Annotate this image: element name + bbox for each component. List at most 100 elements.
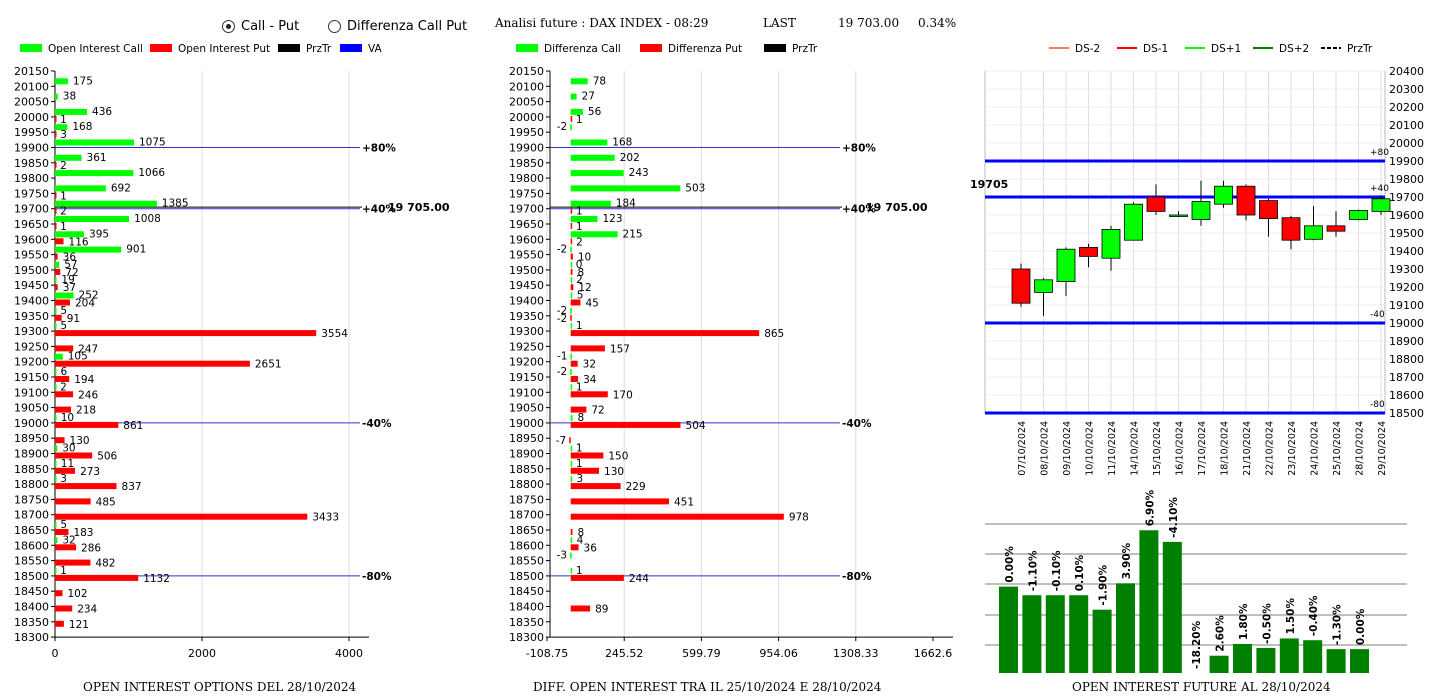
call-bar [570,246,572,253]
y-tick-label: 18800 [1389,353,1424,366]
legend-label: DS-2 [1075,43,1100,55]
page-title: Analisi future : DAX INDEX - 08:29 [495,16,709,30]
put-bar [570,574,624,581]
call-bar [55,476,57,483]
strike-tick-label: 20100 [509,80,544,93]
call-bar [55,231,85,238]
legend-swatch [278,44,300,52]
call-value-label: 10 [61,412,74,424]
open-interest-options-chart: Open Interest Call Open Interest Put PrzTr… [14,43,450,660]
level-label: +80% [362,143,396,155]
future-bar [1162,541,1182,673]
put-bar [55,421,119,428]
call-bar [570,277,573,284]
date-tick-label: 17/10/2024 [1197,421,1208,476]
future-bar [999,586,1018,673]
candle-body [1236,185,1256,216]
call-value-label: 11 [61,458,74,470]
call-value-label: 1008 [134,213,161,225]
call-value-label: 168 [612,137,632,149]
future-bar [1326,649,1346,673]
strike-tick-label: 18850 [14,463,49,476]
put-bar [570,223,573,229]
put-bar [570,544,579,551]
strike-tick-label: 18500 [509,570,544,583]
plot-frame [984,70,1386,414]
put-bar [55,620,64,627]
x-tick-label: 599.79 [682,647,721,660]
legend-swatch [20,44,42,52]
put-value-label: 194 [74,374,94,386]
put-bar [570,330,760,337]
call-value-label: 436 [92,106,112,118]
put-value-label: 3554 [321,328,348,340]
call-value-label: 243 [629,167,649,179]
put-value-label: 1 [60,190,67,202]
future-bar-label: -0.10% [1051,550,1063,591]
put-bar [570,345,605,352]
call-value-label: 1075 [139,137,166,149]
call-bar [55,261,60,268]
strike-tick-label: 20050 [14,96,49,109]
radio-differenza[interactable]: Differenza Call Put [328,19,467,34]
date-tick-label: 28/10/2024 [1355,421,1366,476]
future-bar-label: -4.10% [1168,497,1180,538]
strike-tick-label: 18750 [509,493,544,506]
level-label: -40% [362,418,392,430]
call-value-label: 361 [87,152,107,164]
future-bar-label: 0.10% [1074,554,1086,591]
radio-call-put[interactable]: Call - Put [222,19,299,34]
put-bar [55,268,61,275]
call-value-label: 5 [60,305,67,317]
strike-tick-label: 18750 [14,493,49,506]
date-tick-label: 10/10/2024 [1085,421,1096,476]
level-label: +40 [1370,184,1389,194]
strike-tick-label: 18600 [509,539,544,552]
strike-tick-label: 18350 [14,616,49,629]
legend-label: Open Interest Call [48,43,143,55]
put-value-label: 10 [578,252,591,264]
call-bar [570,414,573,421]
put-bar [55,529,69,535]
put-bar [55,115,57,122]
call-bar [55,323,57,330]
put-value-label: 34 [583,374,597,386]
future-bar [1279,638,1299,673]
call-bar [570,200,611,207]
y-tick-label: 19300 [1389,263,1424,276]
strike-tick-label: 19350 [14,310,49,323]
y-tick-label: 19100 [1389,299,1424,312]
put-value-label: 45 [586,298,599,310]
call-value-label: 8 [577,412,584,424]
call-bar [570,93,577,100]
put-value-label: 121 [69,619,89,631]
y-tick-label: 20200 [1389,101,1424,114]
put-bar [55,253,58,260]
call-bar [570,307,572,314]
call-value-label: 32 [62,534,75,546]
open-interest-future-chart: 0.00% -1.10% -0.10% 0.10% -1.90% 3.90% 6.90% -4… [985,489,1407,673]
put-value-label: 865 [764,328,784,340]
call-value-label: 1 [576,565,583,577]
strike-tick-label: 18550 [509,555,544,568]
call-value-label: 4 [577,534,584,546]
last-value: 19 703.00 [838,16,900,30]
strike-tick-label: 18300 [14,631,49,644]
put-value-label: 130 [604,466,624,478]
put-bar [55,605,73,612]
put-bar [570,452,604,459]
call-bar [570,445,573,452]
legend-label: PrzTr [1347,43,1373,55]
y-tick-label: 19200 [1389,281,1424,294]
strike-tick-label: 19700 [509,203,544,216]
call-value-label: 6 [60,366,67,378]
strike-tick-label: 19550 [509,249,544,262]
call-value-label: 3 [60,473,67,485]
date-tick-label: 25/10/2024 [1332,421,1343,476]
put-value-label: -2 [557,313,567,325]
level-label: +80 [1370,148,1389,158]
date-tick-label: 11/10/2024 [1107,421,1118,476]
call-value-label: 38 [63,91,76,103]
header: Call - Put Differenza Call Put Analisi f… [0,0,1450,40]
x-tick-label: 245.52 [605,647,644,660]
